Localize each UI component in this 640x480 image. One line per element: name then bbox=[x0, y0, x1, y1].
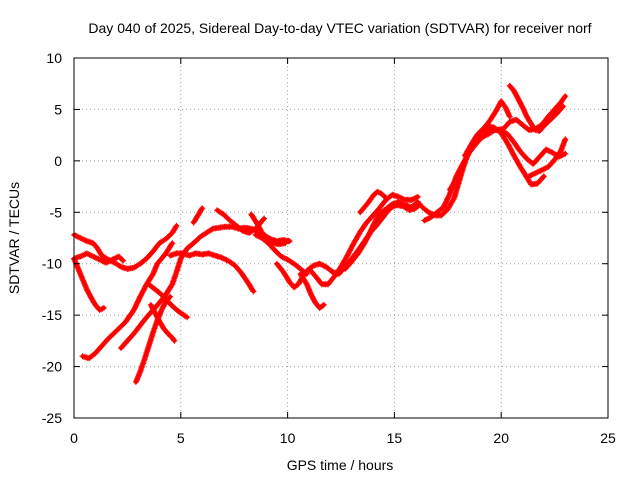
data-series-20 bbox=[421, 127, 569, 224]
data-series-8 bbox=[145, 281, 191, 321]
x-tick-label: 20 bbox=[493, 430, 509, 446]
series-markers bbox=[71, 222, 180, 272]
series-markers bbox=[167, 250, 257, 295]
y-tick-label: -15 bbox=[42, 307, 62, 323]
x-tick-label: 25 bbox=[600, 430, 616, 446]
y-tick-label: 0 bbox=[54, 153, 62, 169]
x-axis-label: GPS time / hours bbox=[287, 457, 394, 473]
data-series-3 bbox=[71, 250, 127, 266]
series-markers bbox=[145, 281, 191, 321]
series-markers bbox=[297, 271, 327, 311]
series-markers bbox=[357, 188, 389, 216]
series-markers bbox=[252, 231, 310, 277]
y-tick-label: -20 bbox=[42, 359, 62, 375]
y-tick-label: 10 bbox=[46, 50, 62, 66]
series-markers bbox=[273, 201, 423, 291]
data-series-17 bbox=[342, 199, 421, 272]
data-series-18 bbox=[357, 188, 389, 216]
series-markers bbox=[461, 98, 513, 159]
grid-lines bbox=[74, 58, 608, 418]
series-markers bbox=[506, 82, 567, 134]
data-series-9 bbox=[167, 250, 257, 295]
y-tick-label: -25 bbox=[42, 410, 62, 426]
series-markers bbox=[526, 136, 569, 180]
data-series-6 bbox=[132, 293, 174, 385]
data-series-7 bbox=[147, 301, 178, 344]
y-tick-label: -5 bbox=[50, 204, 63, 220]
data-series-23 bbox=[506, 82, 567, 134]
series-markers bbox=[190, 205, 206, 226]
data-series-12 bbox=[252, 231, 310, 277]
series-markers bbox=[147, 301, 178, 344]
axis-ticks: 0 5 10 15 20 25 -25 -20 -15 -10 -5 0 5 10 bbox=[42, 50, 616, 446]
y-tick-label: -10 bbox=[42, 256, 62, 272]
data-series-1 bbox=[71, 222, 180, 272]
data-series-10 bbox=[190, 205, 206, 226]
x-tick-label: 10 bbox=[280, 430, 296, 446]
y-tick-label: 5 bbox=[54, 101, 62, 117]
x-tick-label: 15 bbox=[387, 430, 403, 446]
plot-frame bbox=[73, 57, 609, 419]
chart-title: Day 040 of 2025, Sidereal Day-to-day VTE… bbox=[88, 20, 591, 36]
data-series-22 bbox=[461, 98, 513, 159]
y-axis-label: SDTVAR / TECUs bbox=[6, 182, 22, 294]
x-tick-label: 5 bbox=[177, 430, 185, 446]
series-markers bbox=[421, 127, 569, 224]
x-tick-label: 0 bbox=[70, 430, 78, 446]
data-series bbox=[71, 82, 569, 385]
data-series-14 bbox=[273, 201, 423, 291]
data-series-24 bbox=[526, 136, 569, 180]
series-markers bbox=[342, 199, 421, 272]
data-series-15 bbox=[297, 271, 327, 311]
data-series-13 bbox=[248, 211, 289, 248]
series-markers bbox=[248, 211, 289, 248]
